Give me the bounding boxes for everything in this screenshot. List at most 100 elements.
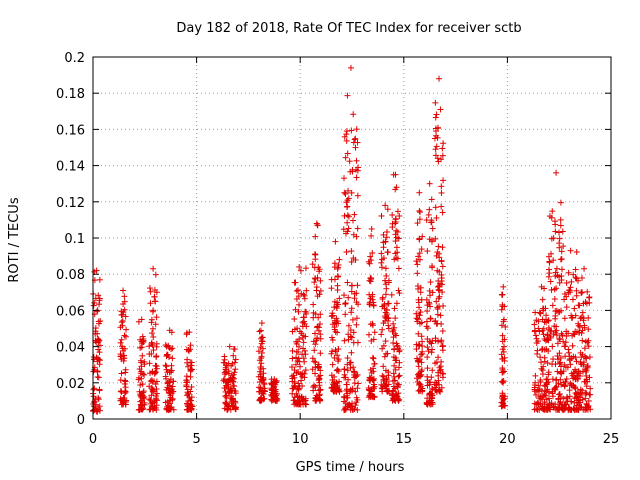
y-tick-label: 0.14 bbox=[56, 160, 85, 175]
data-point bbox=[95, 336, 102, 343]
data-point bbox=[535, 382, 542, 389]
data-point bbox=[183, 400, 190, 407]
data-point bbox=[577, 386, 584, 393]
data-point bbox=[498, 351, 505, 358]
data-point bbox=[553, 332, 560, 339]
data-point bbox=[296, 363, 303, 370]
data-point bbox=[153, 353, 160, 360]
data-point bbox=[552, 228, 559, 235]
data-point bbox=[577, 315, 584, 322]
data-point bbox=[419, 348, 426, 355]
data-point bbox=[344, 279, 351, 286]
data-point bbox=[553, 383, 560, 390]
data-point bbox=[391, 362, 398, 369]
data-point bbox=[272, 397, 279, 404]
data-point bbox=[162, 342, 169, 349]
data-point bbox=[385, 322, 392, 329]
data-point bbox=[581, 378, 588, 385]
data-point bbox=[258, 335, 265, 342]
data-point bbox=[540, 325, 547, 332]
data-point bbox=[557, 368, 564, 375]
data-point bbox=[385, 372, 392, 379]
data-point bbox=[380, 244, 387, 251]
data-point bbox=[382, 382, 389, 389]
data-point bbox=[345, 294, 352, 301]
data-point bbox=[543, 312, 550, 319]
x-tick-label: 20 bbox=[499, 432, 516, 447]
data-point bbox=[436, 387, 443, 394]
data-point bbox=[118, 319, 125, 326]
data-point bbox=[312, 275, 319, 282]
data-point bbox=[311, 358, 318, 365]
data-point bbox=[268, 381, 275, 388]
data-point bbox=[424, 354, 431, 361]
data-point bbox=[428, 349, 435, 356]
x-axis-label: GPS time / hours bbox=[296, 460, 405, 475]
data-point bbox=[232, 399, 239, 406]
data-point bbox=[429, 289, 436, 296]
data-point bbox=[415, 285, 422, 292]
data-point bbox=[341, 189, 348, 196]
data-point bbox=[300, 339, 307, 346]
data-point bbox=[580, 359, 587, 366]
data-point bbox=[545, 273, 552, 280]
data-point bbox=[294, 393, 301, 400]
data-point bbox=[303, 401, 310, 408]
data-point bbox=[546, 258, 553, 265]
data-point bbox=[498, 291, 505, 298]
data-point bbox=[499, 366, 506, 373]
data-point bbox=[343, 394, 350, 401]
data-point bbox=[558, 266, 565, 273]
data-point bbox=[439, 152, 446, 159]
data-point bbox=[328, 350, 335, 357]
data-point bbox=[543, 388, 550, 395]
data-point bbox=[165, 342, 172, 349]
data-point bbox=[382, 338, 389, 345]
data-point bbox=[341, 337, 348, 344]
data-point bbox=[567, 284, 574, 291]
data-point bbox=[353, 174, 360, 181]
data-point bbox=[586, 354, 593, 361]
data-point bbox=[354, 339, 361, 346]
data-point bbox=[331, 317, 338, 324]
data-point bbox=[343, 128, 350, 135]
data-point bbox=[328, 285, 335, 292]
data-point bbox=[565, 349, 572, 356]
data-point bbox=[354, 139, 361, 146]
data-point bbox=[149, 330, 156, 337]
data-point bbox=[565, 289, 572, 296]
data-point bbox=[230, 378, 237, 385]
data-point bbox=[567, 406, 574, 413]
data-point bbox=[439, 244, 446, 251]
data-point bbox=[395, 373, 402, 380]
data-point bbox=[340, 226, 347, 233]
data-point bbox=[341, 175, 348, 182]
data-point bbox=[396, 348, 403, 355]
data-point bbox=[438, 278, 445, 285]
data-point bbox=[370, 299, 377, 306]
data-point bbox=[221, 405, 228, 412]
data-point bbox=[547, 278, 554, 285]
data-point bbox=[438, 337, 445, 344]
data-point bbox=[335, 368, 342, 375]
data-point bbox=[352, 388, 359, 395]
data-point bbox=[351, 368, 358, 375]
data-point bbox=[432, 125, 439, 132]
data-point bbox=[537, 310, 544, 317]
data-point bbox=[438, 258, 445, 265]
data-point bbox=[582, 338, 589, 345]
data-point bbox=[545, 371, 552, 378]
data-point bbox=[314, 335, 321, 342]
data-point bbox=[427, 303, 434, 310]
data-point bbox=[226, 343, 233, 350]
data-point bbox=[346, 402, 353, 409]
data-point bbox=[382, 265, 389, 272]
data-point bbox=[384, 206, 391, 213]
data-point bbox=[392, 315, 399, 322]
data-point bbox=[556, 335, 563, 342]
data-point bbox=[300, 314, 307, 321]
data-point bbox=[440, 374, 447, 381]
data-point bbox=[289, 375, 296, 382]
data-point bbox=[117, 353, 124, 360]
data-point bbox=[554, 272, 561, 279]
